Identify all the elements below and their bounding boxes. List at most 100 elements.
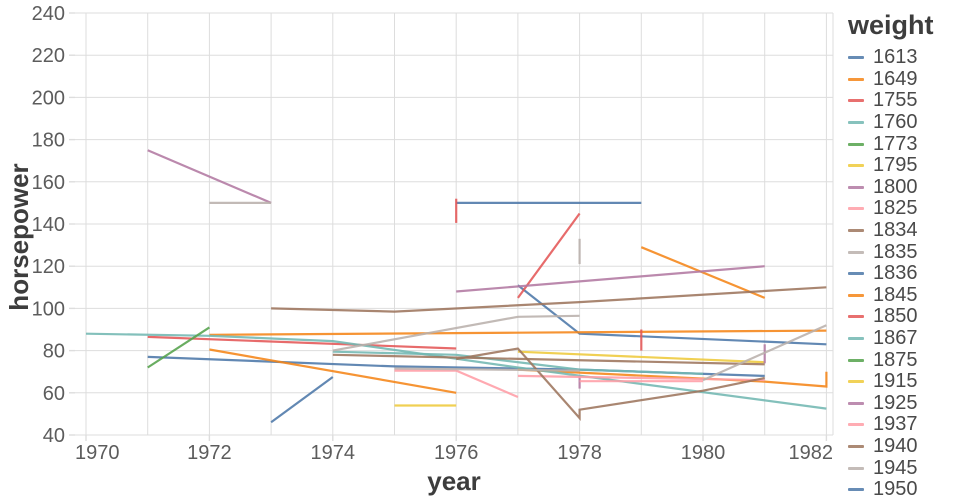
x-tick-label: 1970 <box>75 442 120 464</box>
legend-swatch <box>848 488 864 492</box>
series-line <box>702 324 827 382</box>
legend-item-1800: 1800 <box>848 175 958 199</box>
legend-swatch <box>848 466 864 470</box>
legend-swatch <box>848 99 864 103</box>
series-line-weight-1850 <box>147 335 457 350</box>
y-tick-label: 240 <box>32 3 65 25</box>
series-line-weight-1925 <box>456 265 765 293</box>
legend-item-1915: 1915 <box>848 371 958 393</box>
y-tick-label: 220 <box>32 45 65 67</box>
y-tick-label: 140 <box>32 214 65 236</box>
y-tick-label: 60 <box>43 383 65 405</box>
y-tick-label: 100 <box>32 298 65 320</box>
y-axis-title: horsepower <box>4 163 34 310</box>
axis-ticks <box>69 12 828 441</box>
x-tick-label: 1972 <box>187 442 232 464</box>
series-line <box>394 367 580 372</box>
legend-label: 1836 <box>873 262 918 285</box>
x-tick-label: 1982 <box>789 442 834 464</box>
series-line-weight-1940 <box>456 347 765 421</box>
chart-series <box>85 149 828 424</box>
series-line-weight-1845 <box>209 348 457 394</box>
legend-item-1649: 1649 <box>848 67 958 91</box>
legend-label: 1800 <box>873 175 918 198</box>
legend-swatch <box>848 358 864 362</box>
y-tick-label: 180 <box>32 130 65 152</box>
legend-swatch <box>848 272 864 276</box>
legend-item-1945: 1945 <box>848 457 958 479</box>
legend-item-1940: 1940 <box>848 435 958 458</box>
legend-label: 1925 <box>873 391 918 414</box>
legend-label: 1937 <box>873 413 918 436</box>
series-line-weight-1867 <box>332 350 704 375</box>
legend-item-1937: 1937 <box>848 414 958 436</box>
legend-swatch <box>848 423 864 427</box>
series-line <box>640 246 766 299</box>
legend-label: 1773 <box>873 132 918 155</box>
series-line-weight-1773 <box>147 326 210 369</box>
legend-label: 1760 <box>873 111 918 134</box>
legend-swatch <box>848 229 864 233</box>
legend-label: 1825 <box>873 197 918 220</box>
y-tick-label: 160 <box>32 172 65 194</box>
y-tick-label: 80 <box>43 341 65 363</box>
series-line-weight-1825 <box>394 369 519 399</box>
legend-item-1795: 1795 <box>848 155 958 177</box>
series-line-weight-1755 <box>517 212 581 299</box>
series-line-weight-1937 <box>517 374 765 382</box>
legend-swatch <box>848 401 864 405</box>
legend-swatch <box>848 142 864 146</box>
legend-swatch <box>848 56 864 60</box>
series-line-weight-1834 <box>271 286 827 313</box>
legend-label: 1755 <box>873 89 918 112</box>
legend: weight 1613 1649 1755 1760 1773 1795 1800 1825 1… <box>848 8 958 500</box>
series-line-weight-1800 <box>147 149 272 204</box>
legend-item-1867: 1867 <box>848 328 958 350</box>
y-tick-label: 40 <box>43 425 65 447</box>
legend-item-1834: 1834 <box>848 220 958 242</box>
legend-item-1845: 1845 <box>848 283 958 307</box>
legend-label: 1834 <box>873 219 918 242</box>
legend-label: 1835 <box>873 240 918 263</box>
legend-label: 1649 <box>873 67 918 90</box>
legend-swatch <box>848 250 864 254</box>
legend-label: 1795 <box>873 154 918 177</box>
legend-label: 1945 <box>873 456 918 479</box>
series-line-weight-1649 <box>209 329 827 336</box>
legend-item-1760: 1760 <box>848 112 958 134</box>
series-line <box>332 353 765 366</box>
legend-item-1950: 1950 <box>848 479 958 500</box>
series-line-weight-1915 <box>517 350 765 364</box>
x-tick-label: 1974 <box>311 442 356 464</box>
legend-label: 1845 <box>873 283 918 306</box>
x-tick-label: 1980 <box>681 442 726 464</box>
legend-item-1835: 1835 <box>848 241 958 263</box>
legend-entries: 1613 1649 1755 1760 1773 1795 1800 1825 1834 1835… <box>848 47 958 500</box>
x-tick-label: 1976 <box>434 442 479 464</box>
legend-swatch <box>848 444 864 448</box>
legend-label: 1950 <box>873 478 918 500</box>
legend-swatch <box>848 164 864 168</box>
legend-item-1875: 1875 <box>848 349 958 371</box>
legend-swatch <box>848 380 864 384</box>
series-line-weight-1945 <box>332 314 580 352</box>
legend-swatch <box>848 207 864 211</box>
legend-item-1773: 1773 <box>848 133 958 155</box>
legend-label: 1867 <box>873 327 918 350</box>
legend-item-1836: 1836 <box>848 263 958 285</box>
x-axis-title: year <box>427 466 481 496</box>
y-tick-labels: 40 60 80 100 120 140 160 180 200 220 240 <box>32 3 65 447</box>
legend-swatch <box>848 121 864 125</box>
series-line <box>517 368 828 388</box>
x-tick-labels: 1970 1972 1974 1976 1978 1980 1982 <box>75 442 833 464</box>
legend-item-1613: 1613 <box>848 47 958 69</box>
legend-item-1825: 1825 <box>848 198 958 220</box>
legend-label: 1875 <box>873 348 918 371</box>
legend-swatch <box>848 77 864 81</box>
x-tick-label: 1978 <box>557 442 602 464</box>
series-line <box>517 284 827 346</box>
series-line-weight-1836 <box>270 376 334 424</box>
legend-label: 1915 <box>873 370 918 393</box>
